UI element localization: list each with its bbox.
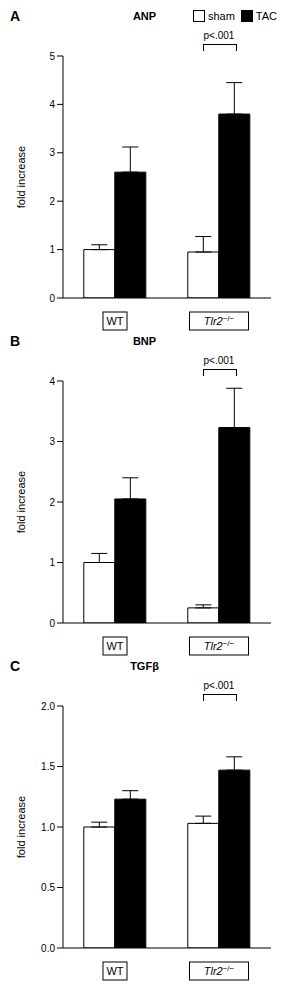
- svg-text:2: 2: [49, 196, 55, 207]
- svg-text:1.5: 1.5: [41, 761, 55, 772]
- svg-text:1.0: 1.0: [41, 822, 55, 833]
- svg-text:0: 0: [49, 618, 55, 629]
- svg-text:1: 1: [49, 557, 55, 568]
- html-text:p<.001: p<.001: [203, 30, 235, 41]
- svg-text:2: 2: [49, 497, 55, 508]
- svg-text:4: 4: [49, 376, 55, 387]
- svg-text:0: 0: [49, 293, 55, 304]
- svg-text:0.5: 0.5: [41, 882, 55, 893]
- svg-text:4: 4: [49, 99, 55, 110]
- svg-text:3: 3: [49, 436, 55, 447]
- html-text:p<.001: p<.001: [203, 680, 235, 691]
- svg-text:Tlr2−/−: Tlr2−/−: [204, 964, 235, 977]
- svg-text:fold increase: fold increase: [15, 471, 27, 533]
- html-text:ANP: ANP: [132, 10, 157, 22]
- svg-text:3: 3: [49, 147, 55, 158]
- svg-text:Tlr2−/−: Tlr2−/−: [204, 639, 235, 652]
- svg-text:WT: WT: [106, 315, 123, 327]
- svg-text:fold increase: fold increase: [15, 146, 27, 208]
- svg-text:5: 5: [49, 51, 55, 62]
- html-text:BNP: BNP: [132, 335, 157, 347]
- svg-text:fold increase: fold increase: [15, 796, 27, 858]
- html-text:TGFβ: TGFβ: [130, 660, 159, 672]
- html-text:p<.001: p<.001: [203, 355, 235, 366]
- svg-text:Tlr2−/−: Tlr2−/−: [204, 314, 235, 327]
- html-text:C: C: [10, 658, 21, 674]
- html-text:B: B: [10, 333, 21, 349]
- svg-text:WT: WT: [106, 640, 123, 652]
- svg-text:WT: WT: [106, 965, 123, 977]
- svg-text:1: 1: [49, 244, 55, 255]
- html-text:sham: sham: [207, 10, 235, 22]
- html-text:TAC: TAC: [255, 10, 277, 22]
- svg-text:2.0: 2.0: [41, 701, 55, 712]
- html-text:A: A: [10, 8, 21, 24]
- svg-text:0.0: 0.0: [41, 943, 55, 954]
